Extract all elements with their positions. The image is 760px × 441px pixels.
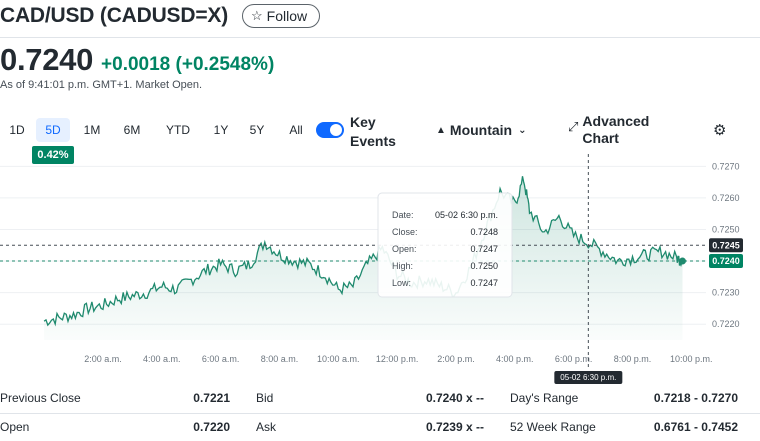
range-all[interactable]: All xyxy=(289,123,303,137)
tooltip-date-value: 05-02 6:30 p.m. xyxy=(435,210,498,220)
expand-icon: ⤢ xyxy=(568,119,579,134)
gear-icon[interactable]: ⚙ xyxy=(713,122,727,139)
stat-label: Ask xyxy=(256,420,277,434)
stat-value: 0.7239 x -- xyxy=(425,420,484,434)
x-tick-label: 6:00 a.m. xyxy=(202,354,240,364)
stat-label: Bid xyxy=(256,391,274,405)
crosshair-price-text: 0.7245 xyxy=(712,240,740,250)
toggle-knob xyxy=(330,124,342,136)
range-1m[interactable]: 1M xyxy=(83,123,101,137)
advanced-chart-button[interactable]: ⤢ Advanced Chart xyxy=(568,113,652,147)
quote-header: CAD/USD (CADUSD=X) ☆ Follow xyxy=(0,4,321,28)
mountain-icon: ▲ xyxy=(436,124,446,136)
stat-label: Day's Range xyxy=(510,391,579,405)
x-tick-label: 12:00 p.m. xyxy=(376,354,419,364)
y-tick-label: 0.7220 xyxy=(712,319,740,329)
last-price-text: 0.7240 xyxy=(712,256,740,266)
advanced-chart-label: Advanced Chart xyxy=(582,113,650,146)
x-tick-label: 6:00 p.m. xyxy=(555,354,593,364)
price-area xyxy=(44,176,683,340)
stat-value: 0.6761 - 0.7452 xyxy=(653,420,738,434)
tooltip-high-value: 0.7250 xyxy=(470,261,498,271)
page-title: CAD/USD (CADUSD=X) xyxy=(0,4,228,27)
x-tick-label: 4:00 a.m. xyxy=(143,354,181,364)
stat-value: 0.7218 - 0.7270 xyxy=(653,391,738,405)
last-price-marker xyxy=(678,257,686,265)
price-line xyxy=(43,176,684,327)
key-events-label[interactable]: Key Events xyxy=(350,114,396,149)
chart-toolbar: 1D 5D 1M 6M YTD 1Y 5Y All 0.42% Key Even… xyxy=(0,113,760,164)
x-tick-label: 8:00 p.m. xyxy=(614,354,652,364)
price-chart[interactable]: 0.7270 0.7260 0.7250 0.7240 0.7230 0.7220 2:0… xyxy=(0,150,760,386)
x-tick-label: 2:00 p.m. xyxy=(437,354,475,364)
last-price-label: 0.7240 xyxy=(709,254,743,269)
x-axis-ticks: 2:00 a.m. 4:00 a.m. 6:00 a.m. 8:00 a.m. 10:0… xyxy=(84,354,712,364)
x-tick-label: 4:00 p.m. xyxy=(496,354,534,364)
range-change-badge: 0.42% xyxy=(32,146,74,164)
range-1y[interactable]: 1Y xyxy=(213,123,229,137)
crosshair-price-label: 0.7245 xyxy=(709,238,743,253)
x-tick-label: 10:00 a.m. xyxy=(317,354,360,364)
tooltip-close-value: 0.7248 xyxy=(470,227,498,237)
follow-button[interactable]: ☆ Follow xyxy=(242,4,321,28)
chart-type-label: Mountain xyxy=(449,122,513,138)
star-icon: ☆ xyxy=(251,8,263,23)
range-6m[interactable]: 6M xyxy=(123,123,141,137)
as-of-timestamp: As of 9:41:01 p.m. GMT+1. Market Open. xyxy=(0,79,203,91)
chart-tooltip: Date: 05-02 6:30 p.m. Close: 0.7248 Open… xyxy=(377,192,513,298)
y-tick-label: 0.7260 xyxy=(712,193,740,203)
y-tick-label: 0.7230 xyxy=(712,288,740,298)
tooltip-open-label: Open: xyxy=(392,244,417,254)
key-events-toggle[interactable] xyxy=(316,122,344,138)
follow-label: Follow xyxy=(266,8,308,24)
price-row: 0.7240 +0.0018 (+0.2548%) xyxy=(0,42,274,78)
x-tick-label: 8:00 a.m. xyxy=(261,354,299,364)
stat-label: Open xyxy=(0,420,30,434)
tooltip-low-value: 0.7247 xyxy=(470,278,498,288)
crosshair-date-label: 05-02 6:30 p.m. xyxy=(554,371,623,384)
price-change: +0.0018 (+0.2548%) xyxy=(101,54,275,75)
range-5d[interactable]: 5D xyxy=(36,118,70,142)
stat-value: 0.7220 xyxy=(193,420,230,434)
current-price: 0.7240 xyxy=(0,42,94,77)
stat-label: 52 Week Range xyxy=(510,420,596,434)
tooltip-open-value: 0.7247 xyxy=(470,244,498,254)
stats-row: Open 0.7220 Ask 0.7239 x -- 52 Week Rang… xyxy=(0,415,760,441)
range-ytd[interactable]: YTD xyxy=(166,123,190,137)
y-tick-label: 0.7250 xyxy=(712,224,740,234)
tooltip-close-label: Close: xyxy=(392,227,418,237)
tooltip-date-label: Date: xyxy=(392,210,414,220)
tooltip-low-label: Low: xyxy=(392,278,411,288)
crosshair-date-text: 05-02 6:30 p.m. xyxy=(560,373,616,382)
stat-label: Previous Close xyxy=(0,391,81,405)
header-divider xyxy=(0,37,760,38)
stat-value: 0.7221 xyxy=(193,391,230,405)
range-1d[interactable]: 1D xyxy=(9,123,25,137)
x-tick-label: 10:00 p.m. xyxy=(670,354,713,364)
chart-type-dropdown[interactable]: ▲ Mountain ⌄ xyxy=(436,122,527,138)
stats-row: Previous Close 0.7221 Bid 0.7240 x -- Da… xyxy=(0,386,760,414)
y-tick-label: 0.7270 xyxy=(712,161,740,171)
x-tick-label: 2:00 a.m. xyxy=(84,354,122,364)
chevron-down-icon: ⌄ xyxy=(518,124,527,136)
tooltip-high-label: High: xyxy=(392,261,413,271)
stat-value: 0.7240 x -- xyxy=(425,391,484,405)
range-5y[interactable]: 5Y xyxy=(249,123,265,137)
